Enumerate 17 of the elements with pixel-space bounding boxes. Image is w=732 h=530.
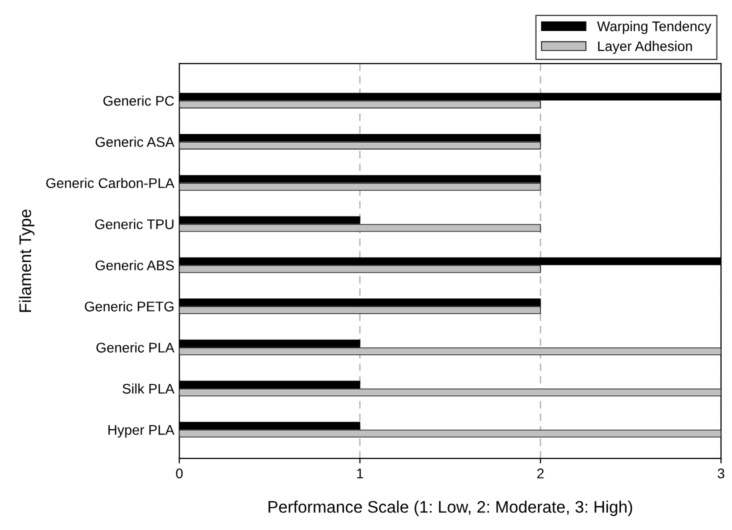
x-axis-title: Performance Scale (1: Low, 2: Moderate, 3: High) <box>268 500 632 516</box>
y-tick-label: Generic PETG <box>84 301 174 312</box>
y-tick-label: Generic TPU <box>95 218 174 230</box>
y-tick-label: Generic ABS <box>96 260 174 270</box>
x-tick-label: 3 <box>718 468 724 478</box>
y-axis-title: Filament Type <box>18 210 34 312</box>
y-tick-label: Silk PLA <box>122 383 174 394</box>
x-tick-label: 0 <box>176 468 183 478</box>
x-tick-label: 1 <box>357 468 364 478</box>
legend-label: Warping Tendency <box>597 21 712 34</box>
y-tick-label: Generic PC <box>103 96 174 106</box>
y-tick-label: Generic ASA <box>96 136 174 147</box>
y-tick-label: Generic Carbon-PLA <box>46 178 174 188</box>
y-tick-label: Hyper PLA <box>108 425 174 438</box>
y-tick-label: Generic PLA <box>96 342 174 353</box>
x-tick-label: 2 <box>537 468 544 478</box>
legend-label: Layer Adhesion <box>598 40 692 54</box>
